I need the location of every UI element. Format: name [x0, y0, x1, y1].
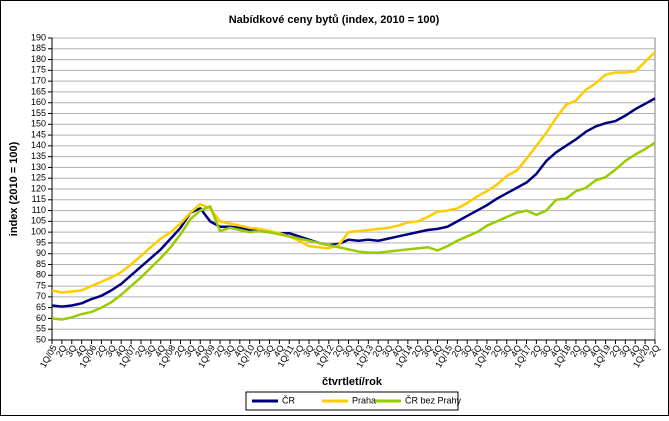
legend [245, 391, 459, 411]
series-line [51, 51, 656, 294]
series-line [51, 97, 656, 308]
y-tick-label: 155 [31, 108, 46, 118]
y-tick-label: 75 [36, 280, 46, 290]
y-tick-label: 165 [31, 86, 46, 96]
y-tick-label: 105 [31, 216, 46, 226]
y-tick-label: 60 [36, 313, 46, 323]
y-tick-label: 130 [31, 162, 46, 172]
legend-label: ČR bez Prahy [405, 395, 462, 405]
y-tick-label: 110 [32, 205, 46, 215]
y-tick-label: 145 [31, 129, 46, 139]
y-tick-label: 150 [31, 119, 46, 129]
y-tick-label: 135 [31, 151, 46, 161]
y-axis-title: index (2010 = 100) [8, 141, 20, 236]
y-tick-label: 140 [31, 140, 46, 150]
y-tick-label: 95 [36, 237, 46, 247]
y-tick-label: 120 [31, 183, 46, 193]
y-tick-label: 85 [36, 259, 46, 269]
y-tick-label: 125 [31, 173, 46, 183]
y-tick-label: 70 [36, 291, 46, 301]
legend-label: Praha [352, 395, 376, 405]
y-tick-label: 170 [31, 76, 46, 86]
y-tick-label: 115 [32, 194, 46, 204]
y-tick-label: 50 [36, 334, 46, 344]
y-tick-label: 90 [36, 248, 46, 258]
y-tick-label: 80 [36, 270, 46, 280]
legend-label: ČR [282, 395, 295, 405]
y-tick-label: 190 [31, 32, 46, 42]
y-tick-label: 100 [31, 227, 46, 237]
x-axis-title: čtvrtletí/rok [322, 376, 383, 388]
series-line [51, 141, 656, 321]
y-tick-label: 65 [36, 302, 46, 312]
y-tick-label: 175 [31, 65, 46, 75]
y-tick-label: 180 [31, 54, 46, 64]
chart-title: Nabídkové ceny bytů (index, 2010 = 100) [229, 14, 440, 26]
y-tick-label: 55 [36, 324, 46, 334]
y-tick-label: 185 [31, 43, 46, 53]
y-tick-label: 160 [31, 97, 46, 107]
